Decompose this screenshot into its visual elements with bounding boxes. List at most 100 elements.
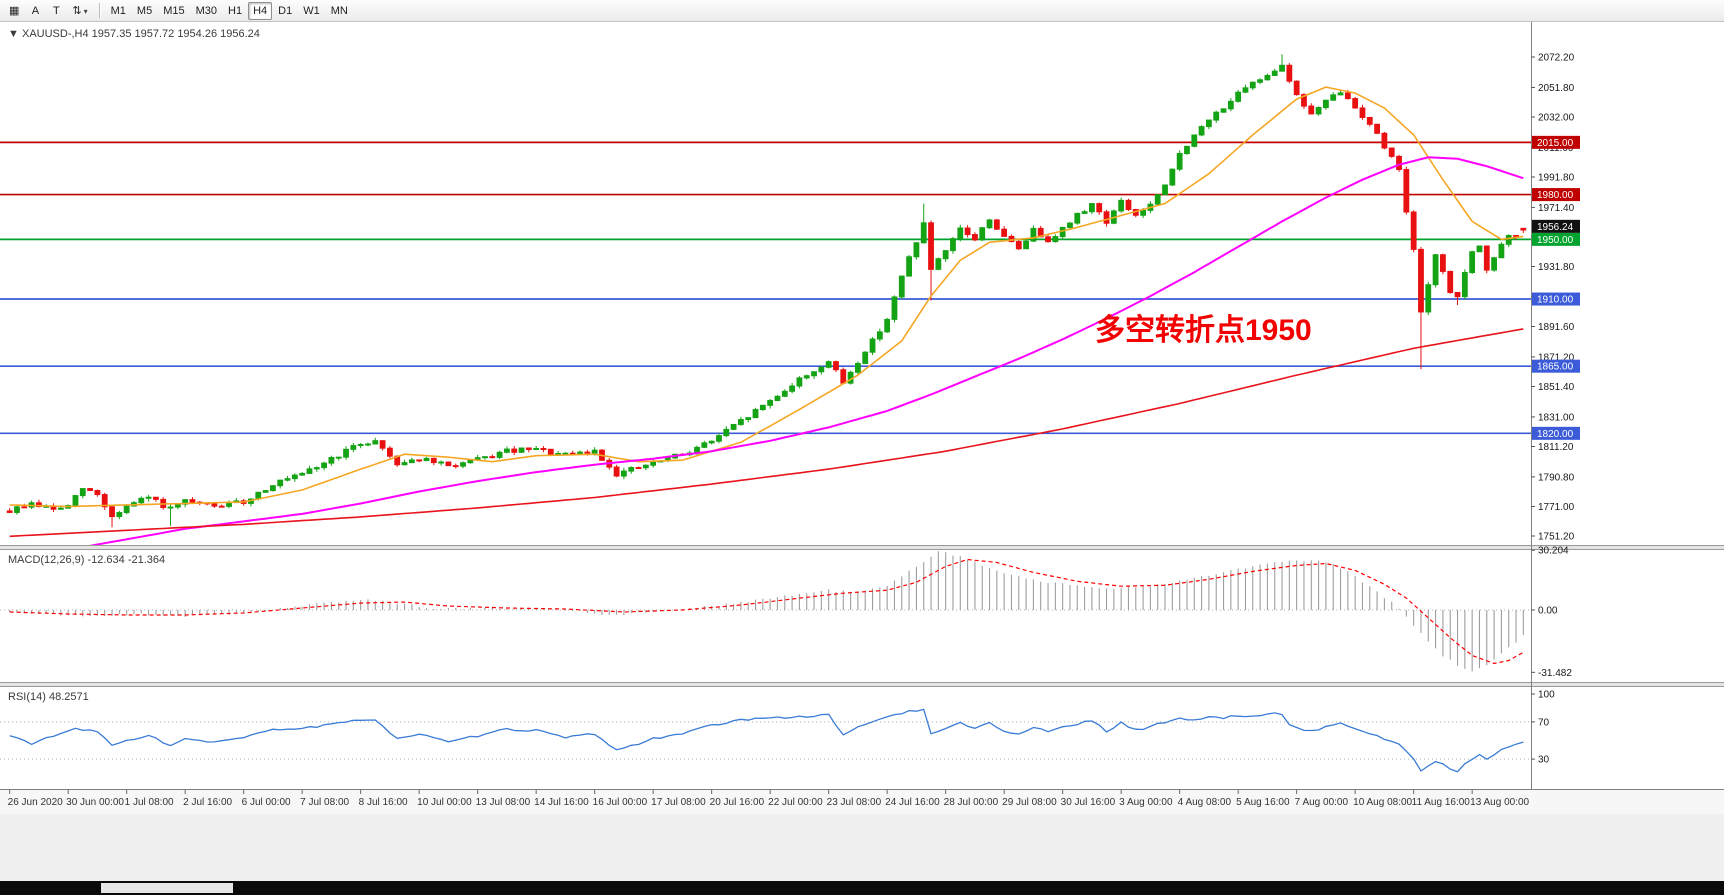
level-price-box	[1532, 188, 1580, 202]
time-axis-label: 22 Jul 00:00	[768, 797, 823, 808]
time-axis-label: 13 Jul 08:00	[476, 797, 531, 808]
rsi-panel[interactable]	[0, 708, 1531, 773]
rsi-level-label: 30	[1538, 755, 1550, 766]
timeframe-w1-button[interactable]: W1	[298, 2, 325, 20]
scale-tool-icon[interactable]: ⇅ ▾	[67, 2, 92, 20]
time-axis-label: 14 Jul 16:00	[534, 797, 589, 808]
main-price-panel[interactable]	[0, 54, 1531, 557]
price-tick-label: 1831.00	[1538, 412, 1575, 423]
price-tick-label: 1790.80	[1538, 472, 1575, 483]
time-axis-label: 30 Jul 16:00	[1061, 797, 1116, 808]
price-tick-label: 2032.00	[1538, 112, 1575, 123]
taskbar-strip	[0, 881, 1724, 895]
time-axis-label: 6 Jul 00:00	[242, 797, 291, 808]
price-tick-label: 1891.60	[1538, 322, 1575, 333]
price-tick-label: 2072.20	[1538, 53, 1575, 64]
timeframe-m15-button[interactable]: M15	[158, 2, 189, 20]
level-price-box-label: 1910.00	[1537, 295, 1574, 306]
time-axis-label: 16 Jul 00:00	[593, 797, 648, 808]
time-axis-label: 23 Jul 08:00	[827, 797, 882, 808]
level-price-box	[1532, 292, 1580, 306]
time-axis-label: 10 Jul 00:00	[417, 797, 472, 808]
price-tick-label: 1991.80	[1538, 172, 1575, 183]
time-axis-label: 10 Aug 08:00	[1353, 797, 1412, 808]
current-price-box-label: 1956.24	[1537, 222, 1574, 233]
chart-annotation: 多空转折点1950	[1095, 314, 1312, 347]
macd-panel[interactable]	[0, 551, 1531, 672]
time-axis-label: 7 Aug 00:00	[1295, 797, 1349, 808]
price-tick-label: 2051.80	[1538, 83, 1575, 94]
level-price-box-label: 2015.00	[1537, 138, 1574, 149]
level-price-box	[1532, 232, 1580, 246]
level-price-box-label: 1865.00	[1537, 362, 1574, 373]
price-tick-label: 1771.00	[1538, 502, 1575, 513]
rsi-title: RSI(14) 48.2571	[8, 691, 89, 703]
text-tool-icon[interactable]: T	[46, 2, 66, 20]
time-axis-label: 5 Aug 16:00	[1236, 797, 1290, 808]
level-price-box-label: 1950.00	[1537, 235, 1574, 246]
time-axis-label: 30 Jun 00:00	[66, 797, 124, 808]
price-tick-label: 1851.40	[1538, 382, 1575, 393]
toolbar-separator	[98, 3, 100, 18]
toolbar: ▦ A T ⇅ ▾ M1 M5 M15 M30 H1 H4 D1 W1 MN	[0, 0, 1724, 22]
price-tick-label: 1811.20	[1538, 442, 1574, 453]
level-price-box	[1532, 359, 1580, 373]
price-tick-label: 1871.20	[1538, 352, 1575, 363]
time-axis-label: 7 Jul 08:00	[300, 797, 349, 808]
macd-scale-label: -31.482	[1538, 668, 1572, 679]
level-price-box	[1532, 426, 1580, 440]
price-axis[interactable]: 2072.202051.802032.002011.601991.801971.…	[1531, 22, 1580, 790]
chart-grid-icon[interactable]: ▦	[4, 2, 24, 20]
current-price-box	[1532, 219, 1580, 233]
macd-scale-label: 30.204	[1538, 546, 1569, 557]
toolbar-icons: ▦ A T ⇅ ▾	[4, 2, 93, 20]
price-tick-label: 1751.20	[1538, 531, 1575, 542]
time-axis-label: 3 Aug 00:00	[1119, 797, 1173, 808]
timeframe-mn-button[interactable]: MN	[326, 2, 353, 20]
macd-title: MACD(12,26,9) -12.634 -21.364	[8, 554, 165, 566]
chart-background	[0, 22, 1724, 881]
price-tick-label: 1931.80	[1538, 262, 1575, 273]
ma-fast-orange	[9, 86, 1524, 508]
time-axis-label: 29 Jul 08:00	[1002, 797, 1057, 808]
symbol-collapse-icon[interactable]: ▼	[8, 28, 19, 40]
level-price-box-label: 1820.00	[1537, 429, 1574, 440]
time-axis-label: 26 Jun 2020	[8, 797, 63, 808]
candles	[6, 54, 1527, 528]
ma-mid-magenta	[88, 156, 1524, 545]
timeframe-m1-button[interactable]: M1	[106, 2, 131, 20]
macd-histogram	[9, 551, 1524, 672]
timeframe-h4-button[interactable]: H4	[248, 1, 273, 20]
ma-slow-red	[9, 328, 1524, 538]
level-price-box-label: 1980.00	[1537, 190, 1574, 201]
rsi-level-label: 100	[1538, 690, 1555, 701]
chevron-down-icon: ▾	[83, 6, 88, 16]
time-axis-label: 4 Aug 08:00	[1178, 797, 1232, 808]
taskbar-segment[interactable]	[101, 883, 233, 893]
time-axis-label: 20 Jul 16:00	[710, 797, 765, 808]
timeframe-toolbar: M1 M5 M15 M30 H1 H4 D1 W1 MN	[106, 1, 353, 20]
timeframe-m30-button[interactable]: M30	[191, 2, 222, 20]
time-axis-label: 2 Jul 16:00	[183, 797, 232, 808]
timeframe-d1-button[interactable]: D1	[273, 2, 297, 20]
time-axis-label: 24 Jul 16:00	[885, 797, 940, 808]
time-axis[interactable]: 26 Jun 2020 30 Jun 00:00 1 Jul 08:00 2 Jul …	[0, 789, 1724, 815]
price-tick-label: 1971.40	[1538, 203, 1575, 214]
timeframe-m5-button[interactable]: M5	[132, 2, 157, 20]
timeframe-h1-button[interactable]: H1	[223, 2, 247, 20]
time-axis-label: 11 Aug 16:00	[1412, 797, 1471, 808]
time-axis-label: 8 Jul 16:00	[359, 797, 408, 808]
time-axis-label: 1 Jul 08:00	[125, 797, 174, 808]
rsi-line	[9, 708, 1524, 773]
cursor-tool-icon[interactable]: A	[25, 2, 45, 20]
time-axis-label: 13 Aug 00:00	[1470, 797, 1529, 808]
macd-scale-label: 0.00	[1538, 606, 1558, 617]
level-price-box	[1532, 135, 1580, 149]
panel-dividers[interactable]	[0, 545, 1724, 687]
rsi-level-label: 70	[1538, 717, 1550, 728]
time-axis-label: 28 Jul 00:00	[944, 797, 999, 808]
macd-signal-line	[9, 558, 1524, 665]
chart-title: XAUUSD-,H4 1957.35 1957.72 1954.26 1956.…	[22, 28, 260, 40]
